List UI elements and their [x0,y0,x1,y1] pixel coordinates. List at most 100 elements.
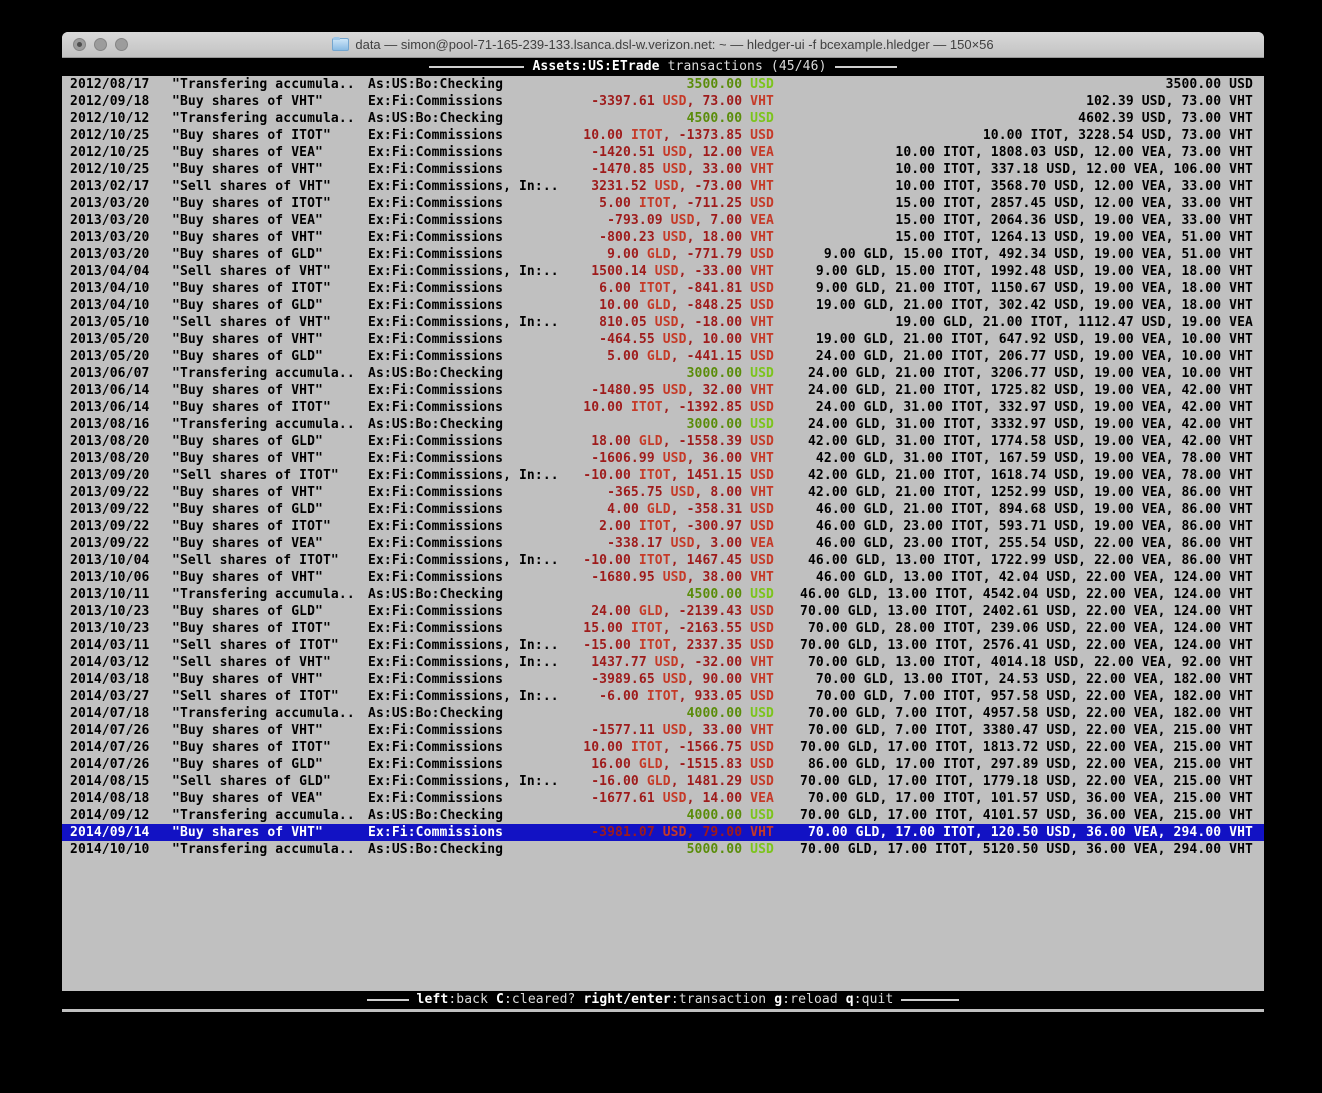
transaction-row[interactable]: 2013/09/22 "Buy shares of GLD" Ex:Fi:Com… [62,501,1264,518]
txn-date: 2013/08/20 [70,451,150,466]
transaction-row[interactable]: 2013/09/22 "Buy shares of ITOT" Ex:Fi:Co… [62,518,1264,535]
txn-amount: 3500.00 USD [686,77,774,92]
transaction-row[interactable]: 2013/10/11 "Transfering accumula.. As:US… [62,586,1264,603]
txn-description: "Buy shares of ITOT" [172,196,331,211]
txn-amount: 10.00 GLD, -848.25 USD [599,298,774,313]
transaction-row[interactable]: 2012/10/25 "Buy shares of VEA" Ex:Fi:Com… [62,144,1264,161]
transaction-row[interactable]: 2012/08/17 "Transfering accumula.. As:US… [62,76,1264,93]
txn-description: "Buy shares of ITOT" [172,281,331,296]
txn-total: 19.00 GLD, 21.00 ITOT, 647.92 USD, 19.00… [815,332,1253,347]
txn-description: "Buy shares of GLD" [172,604,323,619]
transaction-row[interactable]: 2013/03/20 "Buy shares of VHT" Ex:Fi:Com… [62,229,1264,246]
txn-amount: -1480.95 USD, 32.00 VHT [591,383,774,398]
txn-amount: 3000.00 USD [686,417,774,432]
transaction-row[interactable]: 2013/06/07 "Transfering accumula.. As:US… [62,365,1264,382]
txn-total: 9.00 GLD, 15.00 ITOT, 492.34 USD, 19.00 … [823,247,1253,262]
transaction-row[interactable]: 2013/04/04 "Sell shares of VHT" Ex:Fi:Co… [62,263,1264,280]
transaction-row[interactable]: 2014/03/27 "Sell shares of ITOT" Ex:Fi:C… [62,688,1264,705]
transaction-row[interactable]: 2013/03/20 "Buy shares of ITOT" Ex:Fi:Co… [62,195,1264,212]
txn-total: 46.00 GLD, 13.00 ITOT, 4542.04 USD, 22.0… [800,587,1253,602]
txn-total: 70.00 GLD, 7.00 ITOT, 957.58 USD, 22.00 … [815,689,1253,704]
txn-other-accounts: Ex:Fi:Commissions [368,825,504,840]
txn-total: 46.00 GLD, 13.00 ITOT, 1722.99 USD, 22.0… [807,553,1253,568]
transaction-row[interactable]: 2014/08/18 "Buy shares of VEA" Ex:Fi:Com… [62,790,1264,807]
txn-date: 2013/02/17 [70,179,150,194]
transaction-row[interactable]: 2013/02/17 "Sell shares of VHT" Ex:Fi:Co… [62,178,1264,195]
transaction-row[interactable]: 2013/03/20 "Buy shares of VEA" Ex:Fi:Com… [62,212,1264,229]
txn-description: "Buy shares of GLD" [172,434,323,449]
transaction-row[interactable]: 2012/10/12 "Transfering accumula.. As:US… [62,110,1264,127]
transaction-row[interactable]: 2012/09/18 "Buy shares of VHT" Ex:Fi:Com… [62,93,1264,110]
transaction-row[interactable]: 2014/03/11 "Sell shares of ITOT" Ex:Fi:C… [62,637,1264,654]
divider-line [901,999,960,1001]
transaction-row[interactable]: 2013/09/22 "Buy shares of VEA" Ex:Fi:Com… [62,535,1264,552]
transaction-row[interactable]: 2012/10/25 "Buy shares of VHT" Ex:Fi:Com… [62,161,1264,178]
transaction-row[interactable]: 2013/08/20 "Buy shares of GLD" Ex:Fi:Com… [62,433,1264,450]
txn-description: "Buy shares of VEA" [172,213,323,228]
transaction-row[interactable]: 2013/10/06 "Buy shares of VHT" Ex:Fi:Com… [62,569,1264,586]
txn-other-accounts: Ex:Fi:Commissions, In:.. [368,553,559,568]
txn-date: 2013/05/20 [70,349,150,364]
txn-amount: -16.00 GLD, 1481.29 USD [591,774,774,789]
txn-date: 2013/05/10 [70,315,150,330]
transaction-row[interactable]: 2013/04/10 "Buy shares of ITOT" Ex:Fi:Co… [62,280,1264,297]
transaction-row[interactable]: 2013/05/20 "Buy shares of VHT" Ex:Fi:Com… [62,331,1264,348]
transaction-row[interactable]: 2013/10/04 "Sell shares of ITOT" Ex:Fi:C… [62,552,1264,569]
transaction-row[interactable]: 2013/05/10 "Sell shares of VHT" Ex:Fi:Co… [62,314,1264,331]
txn-date: 2013/09/22 [70,536,150,551]
mode-count: transactions (45/46) [667,59,827,74]
txn-total: 9.00 GLD, 21.00 ITOT, 1150.67 USD, 19.00… [815,281,1253,296]
transaction-row[interactable]: 2014/03/18 "Buy shares of VHT" Ex:Fi:Com… [62,671,1264,688]
transaction-row[interactable]: 2013/09/22 "Buy shares of VHT" Ex:Fi:Com… [62,484,1264,501]
txn-description: "Sell shares of ITOT" [172,638,339,653]
transaction-row[interactable]: 2013/08/16 "Transfering accumula.. As:US… [62,416,1264,433]
txn-date: 2013/09/22 [70,519,150,534]
transaction-row[interactable]: 2014/07/26 "Buy shares of GLD" Ex:Fi:Com… [62,756,1264,773]
minimize-button[interactable] [94,38,107,51]
txn-date: 2013/04/04 [70,264,150,279]
transaction-row[interactable]: 2014/08/15 "Sell shares of GLD" Ex:Fi:Co… [62,773,1264,790]
txn-description: "Buy shares of VEA" [172,536,323,551]
txn-other-accounts: As:US:Bo:Checking [368,366,504,381]
txn-date: 2013/03/20 [70,196,150,211]
txn-amount: 1437.77 USD, -32.00 VHT [591,655,774,670]
keybinding-q: q:quit [845,992,894,1007]
transaction-row[interactable]: 2013/06/14 "Buy shares of ITOT" Ex:Fi:Co… [62,399,1264,416]
txn-date: 2014/07/26 [70,757,150,772]
transaction-row[interactable]: 2013/08/20 "Buy shares of VHT" Ex:Fi:Com… [62,450,1264,467]
transaction-row[interactable]: 2014/09/14 "Buy shares of VHT" Ex:Fi:Com… [62,824,1264,841]
zoom-button[interactable] [115,38,128,51]
txn-other-accounts: Ex:Fi:Commissions [368,451,504,466]
txn-description: "Buy shares of VHT" [172,485,323,500]
txn-description: "Buy shares of VHT" [172,383,323,398]
transaction-row[interactable]: 2013/09/20 "Sell shares of ITOT" Ex:Fi:C… [62,467,1264,484]
txn-other-accounts: As:US:Bo:Checking [368,842,504,857]
transaction-row[interactable]: 2013/10/23 "Buy shares of GLD" Ex:Fi:Com… [62,603,1264,620]
transaction-row[interactable]: 2013/06/14 "Buy shares of VHT" Ex:Fi:Com… [62,382,1264,399]
transaction-row[interactable]: 2014/07/18 "Transfering accumula.. As:US… [62,705,1264,722]
transaction-row[interactable]: 2013/04/10 "Buy shares of GLD" Ex:Fi:Com… [62,297,1264,314]
txn-other-accounts: Ex:Fi:Commissions [368,672,504,687]
transaction-row[interactable]: 2014/03/12 "Sell shares of VHT" Ex:Fi:Co… [62,654,1264,671]
txn-amount: -1577.11 USD, 33.00 VHT [591,723,774,738]
transaction-row[interactable]: 2013/10/23 "Buy shares of ITOT" Ex:Fi:Co… [62,620,1264,637]
traffic-lights [73,32,128,57]
terminal-screen[interactable]: Assets:US:ETrade transactions (45/46) 20… [62,58,1264,1012]
txn-description: "Buy shares of VHT" [172,451,323,466]
status-bar: left:back C:cleared? right/enter:transac… [62,991,1264,1009]
txn-total: 19.00 GLD, 21.00 ITOT, 302.42 USD, 19.00… [815,298,1253,313]
transaction-row[interactable]: 2013/03/20 "Buy shares of GLD" Ex:Fi:Com… [62,246,1264,263]
transaction-row[interactable]: 2013/05/20 "Buy shares of GLD" Ex:Fi:Com… [62,348,1264,365]
txn-total: 70.00 GLD, 17.00 ITOT, 5120.50 USD, 36.0… [800,842,1253,857]
transaction-row[interactable]: 2012/10/25 "Buy shares of ITOT" Ex:Fi:Co… [62,127,1264,144]
transaction-row[interactable]: 2014/07/26 "Buy shares of ITOT" Ex:Fi:Co… [62,739,1264,756]
transaction-row[interactable]: 2014/10/10 "Transfering accumula.. As:US… [62,841,1264,858]
txn-other-accounts: Ex:Fi:Commissions [368,145,504,160]
close-button[interactable] [73,38,86,51]
txn-other-accounts: As:US:Bo:Checking [368,808,504,823]
txn-total: 70.00 GLD, 7.00 ITOT, 4957.58 USD, 22.00… [807,706,1253,721]
window-title-bar[interactable]: data — simon@pool-71-165-239-133.lsanca.… [62,32,1264,58]
transaction-row[interactable]: 2014/09/12 "Transfering accumula.. As:US… [62,807,1264,824]
transaction-row[interactable]: 2014/07/26 "Buy shares of VHT" Ex:Fi:Com… [62,722,1264,739]
txn-total: 70.00 GLD, 17.00 ITOT, 101.57 USD, 36.00… [807,791,1253,806]
